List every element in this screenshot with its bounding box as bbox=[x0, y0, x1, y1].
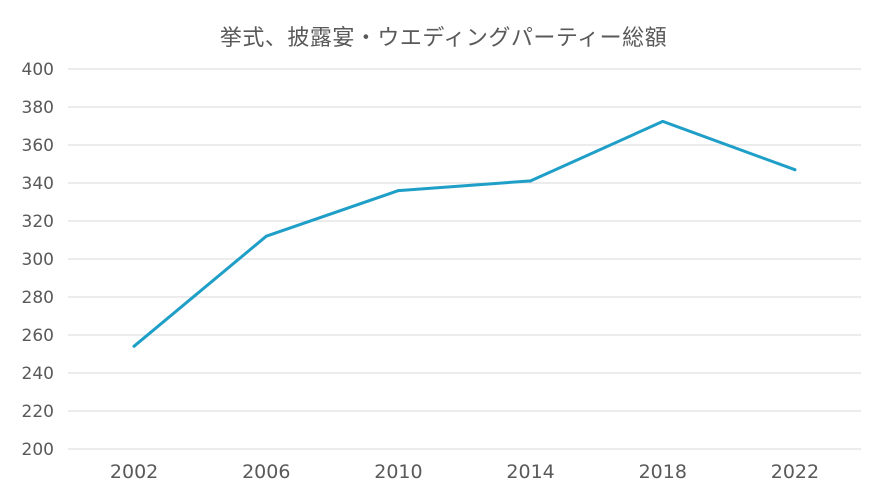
y-tick-label: 220 bbox=[22, 402, 54, 422]
y-tick-label: 360 bbox=[22, 136, 54, 156]
data-point bbox=[793, 168, 797, 172]
x-axis-ticks: 2002 2006 2010 2014 2018 2022 bbox=[110, 461, 819, 483]
x-tick-label: 2018 bbox=[639, 461, 687, 483]
y-tick-label: 400 bbox=[22, 60, 54, 80]
x-tick-label: 2002 bbox=[110, 461, 158, 483]
y-tick-label: 320 bbox=[22, 212, 54, 232]
data-point bbox=[264, 234, 268, 238]
y-tick-label: 240 bbox=[22, 364, 54, 384]
y-tick-label: 200 bbox=[22, 440, 54, 460]
y-tick-label: 260 bbox=[22, 326, 54, 346]
y-tick-label: 340 bbox=[22, 174, 54, 194]
data-point bbox=[396, 189, 400, 193]
x-tick-label: 2006 bbox=[242, 461, 290, 483]
y-axis-ticks: 200 220 240 260 280 300 320 340 360 380 400 bbox=[22, 60, 54, 460]
series-layer bbox=[132, 119, 797, 348]
series-line-0 bbox=[132, 119, 797, 348]
y-tick-label: 280 bbox=[22, 288, 54, 308]
y-tick-label: 300 bbox=[22, 250, 54, 270]
x-tick-label: 2022 bbox=[771, 461, 819, 483]
y-tick-label: 380 bbox=[22, 98, 54, 118]
x-tick-label: 2014 bbox=[506, 461, 554, 483]
chart-title: 挙式、披露宴・ウエディングパーティー総額 bbox=[219, 26, 668, 51]
gridlines bbox=[68, 68, 861, 450]
data-point bbox=[529, 179, 533, 183]
data-point bbox=[132, 344, 136, 348]
data-point bbox=[661, 119, 665, 123]
x-tick-label: 2010 bbox=[374, 461, 422, 483]
